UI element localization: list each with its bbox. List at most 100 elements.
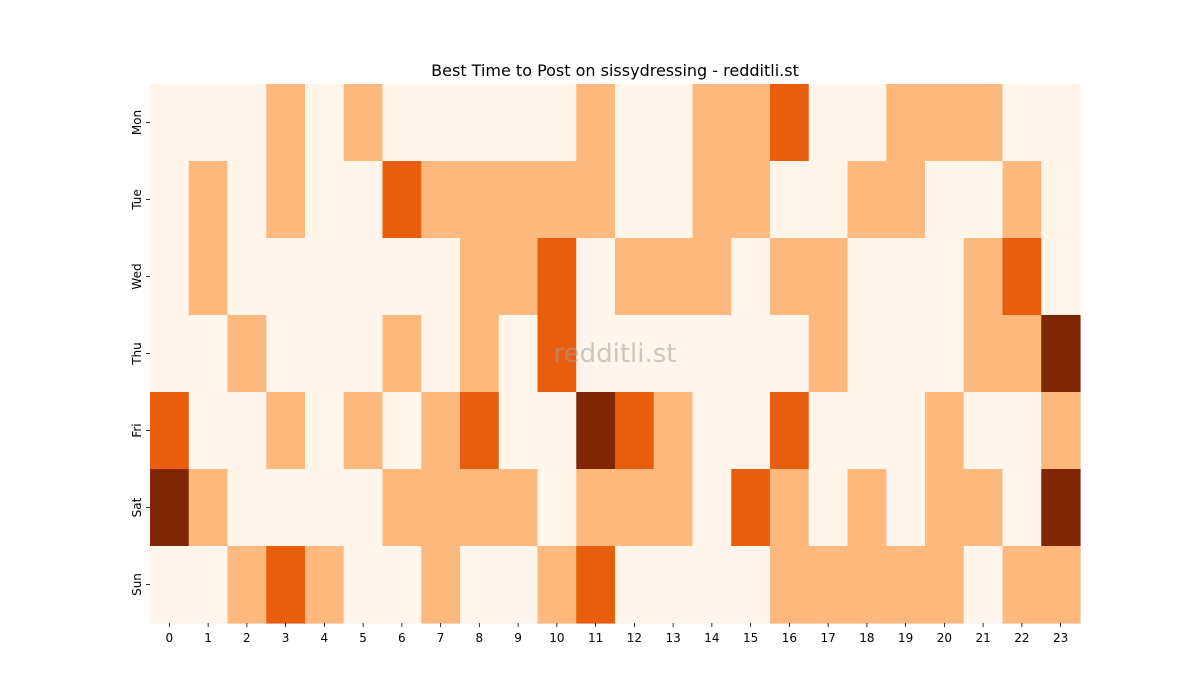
heatmap-cell-sat-0 [150,469,190,547]
heatmap-cell-wed-4 [305,238,345,316]
heatmap-cell-wed-22 [1002,238,1042,316]
heatmap-cell-sat-9 [498,469,539,547]
heatmap-cell-wed-1 [188,238,229,316]
heatmap-cell-fri-5 [343,392,384,470]
heatmap-cell-tue-22 [1002,161,1042,239]
heatmap-cell-thu-19 [886,315,926,393]
y-tick-label: Wed [130,263,144,289]
heatmap-cell-sun-0 [150,546,190,624]
heatmap-cell-tue-11 [576,161,616,239]
heatmap-cell-sun-21 [963,546,1004,624]
x-tick-label: 4 [321,631,329,645]
heatmap-cell-sat-21 [963,469,1004,547]
heatmap-cell-mon-3 [266,84,306,162]
heatmap-cell-thu-2 [227,315,267,393]
x-tick-label: 21 [975,631,990,645]
heatmap-cell-sun-13 [653,546,694,624]
heatmap-cell-wed-18 [847,238,887,316]
heatmap-cell-thu-8 [460,315,500,393]
heatmap-cell-wed-16 [770,238,810,316]
heatmap-cell-sat-3 [266,469,306,547]
heatmap-cell-sun-11 [576,546,616,624]
heatmap-cell-thu-0 [150,315,190,393]
heatmap-cell-thu-3 [266,315,306,393]
heatmap-cell-thu-10 [537,315,577,393]
heatmap-cell-thu-17 [808,315,849,393]
heatmap-cell-thu-1 [188,315,229,393]
heatmap-cell-mon-9 [498,84,539,162]
heatmap-cell-fri-12 [615,392,655,470]
heatmap-cell-fri-3 [266,392,306,470]
heatmap-cell-fri-14 [692,392,732,470]
x-axis: 0 1 2 3 4 5 6 7 8 9 10 11 12 13 14 15 16 17 18 19 20 21 22 23 [166,623,1068,645]
heatmap-cell-tue-21 [963,161,1004,239]
x-tick-label: 9 [514,631,522,645]
x-tick-label: 22 [1014,631,1029,645]
heatmap-cell-tue-3 [266,161,306,239]
heatmap-cell-tue-20 [925,161,965,239]
x-tick-label: 19 [898,631,913,645]
heatmap-cell-sun-7 [421,546,461,624]
x-tick-label: 18 [859,631,874,645]
heatmap-cell-fri-2 [227,392,267,470]
x-tick-label: 13 [665,631,680,645]
heatmap-cell-mon-4 [305,84,345,162]
heatmap-cell-sun-8 [460,546,500,624]
heatmap-cell-sat-11 [576,469,616,547]
heatmap-cell-tue-6 [382,161,422,239]
x-tick-label: 20 [937,631,952,645]
heatmap-cell-wed-19 [886,238,926,316]
x-tick-label: 7 [437,631,445,645]
heatmap-cell-tue-12 [615,161,655,239]
heatmap-cell-thu-12 [615,315,655,393]
heatmap-cell-sun-18 [847,546,887,624]
heatmap-cell-thu-13 [653,315,694,393]
heatmap-cell-wed-10 [537,238,577,316]
heatmap-cell-sun-6 [382,546,422,624]
heatmap-cell-fri-7 [421,392,461,470]
heatmap-cell-thu-4 [305,315,345,393]
heatmap-cell-fri-10 [537,392,577,470]
heatmap-cell-tue-5 [343,161,384,239]
heatmap-cell-fri-8 [460,392,500,470]
heatmap-cell-tue-17 [808,161,849,239]
heatmap-cell-tue-10 [537,161,577,239]
heatmap-cell-wed-13 [653,238,694,316]
heatmap-cell-sun-19 [886,546,926,624]
heatmap-cell-thu-16 [770,315,810,393]
heatmap-cell-fri-6 [382,392,422,470]
heatmap-cell-tue-15 [731,161,771,239]
x-tick-label: 11 [588,631,603,645]
heatmap-cell-fri-1 [188,392,229,470]
heatmap-cell-mon-19 [886,84,926,162]
heatmap-cell-thu-14 [692,315,732,393]
heatmap-cell-sun-3 [266,546,306,624]
heatmap-cell-fri-22 [1002,392,1042,470]
watermark: redditli.st [554,339,677,369]
y-axis: Mon Tue Wed Thu Fri Sat Sun [130,110,150,596]
heatmap-cell-sun-5 [343,546,384,624]
heatmap-cell-wed-12 [615,238,655,316]
heatmap-cell-mon-8 [460,84,500,162]
x-tick-label: 10 [549,631,564,645]
heatmap-cell-sat-1 [188,469,229,547]
heatmap-cell-sat-15 [731,469,771,547]
heatmap-cell-fri-13 [653,392,694,470]
heatmap-cell-fri-17 [808,392,849,470]
x-tick-label: 16 [782,631,797,645]
heatmap-cell-sun-12 [615,546,655,624]
x-tick-label: 0 [166,631,174,645]
heatmap-cell-mon-23 [1041,84,1081,162]
heatmap-cell-wed-9 [498,238,539,316]
heatmap-cell-mon-0 [150,84,190,162]
heatmap-cell-tue-0 [150,161,190,239]
chart-title: Best Time to Post on sissydressing - red… [431,61,799,80]
heatmap-cell-sat-2 [227,469,267,547]
heatmap-cell-mon-18 [847,84,887,162]
x-tick-label: 2 [243,631,251,645]
x-tick-label: 15 [743,631,758,645]
heatmap-cell-tue-9 [498,161,539,239]
heatmap-cell-mon-22 [1002,84,1042,162]
heatmap-cell-thu-11 [576,315,616,393]
